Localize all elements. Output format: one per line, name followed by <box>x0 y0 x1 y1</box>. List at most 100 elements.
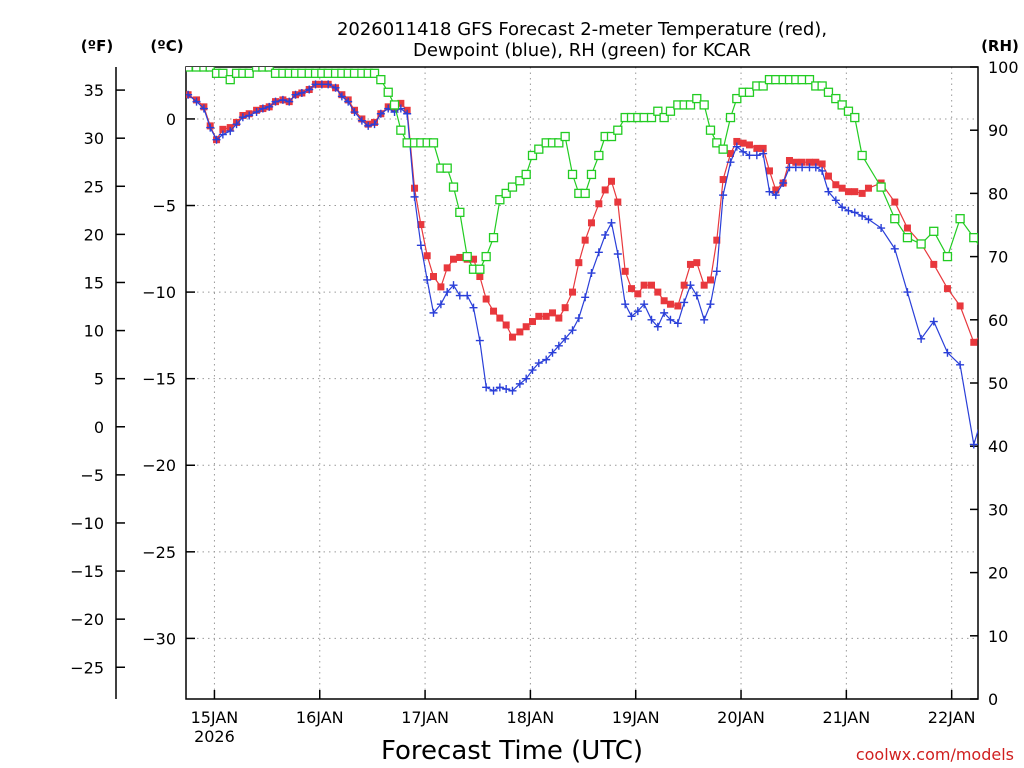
x-axis-label: Forecast Time (UTC) <box>381 736 643 766</box>
dewpoint-point <box>943 348 952 357</box>
temperature-point <box>549 309 557 317</box>
dewpoint-point <box>877 224 886 233</box>
rh-point <box>462 251 472 262</box>
temperature-point <box>844 188 852 196</box>
rh-point <box>969 232 978 243</box>
dewpoint-point <box>522 374 531 383</box>
rh-point <box>665 106 676 116</box>
rh-point <box>199 67 209 72</box>
rh-point <box>244 68 254 78</box>
rh-point <box>586 169 597 180</box>
rh-point <box>837 100 847 110</box>
temperature-point <box>561 304 569 312</box>
rh-point <box>501 188 511 199</box>
temperature-point <box>891 198 899 206</box>
dewpoint-point <box>238 113 247 122</box>
dewpoint-point <box>502 385 511 394</box>
dewpoint-point <box>969 440 978 449</box>
fahrenheit-tick-label: −10 <box>70 514 104 533</box>
temperature-point <box>700 281 708 289</box>
fahrenheit-tick-label: −20 <box>70 610 104 629</box>
temperature-point <box>648 281 656 289</box>
temperature-point <box>397 99 405 107</box>
dewpoint-point <box>759 149 768 158</box>
dewpoint-point <box>245 111 254 120</box>
celsius-tick-label: −15 <box>142 370 176 389</box>
dewpoint-point <box>700 315 709 324</box>
rh-point <box>613 125 623 135</box>
rh-point <box>580 188 590 199</box>
dewpoint-point <box>798 163 807 172</box>
temperature-point <box>587 219 595 227</box>
dewpoint-point <box>285 97 294 106</box>
dewpoint-point <box>660 308 669 317</box>
dewpoint-point <box>508 386 517 395</box>
temperature-point <box>805 158 813 166</box>
temperature-point <box>490 307 498 315</box>
dewpoint-point <box>403 109 412 118</box>
dewpoint-point <box>653 322 662 331</box>
plot-frame <box>185 66 979 700</box>
dewpoint-point <box>858 211 867 220</box>
rh-point <box>521 169 531 180</box>
temperature-point <box>456 253 464 261</box>
celsius-tick-label: −10 <box>142 283 176 302</box>
temperature-point <box>812 158 820 166</box>
rh-point <box>929 226 939 236</box>
rh-point <box>251 67 262 72</box>
rh-point <box>718 144 728 154</box>
temperature-point <box>628 285 635 293</box>
dewpoint-point <box>824 187 833 196</box>
dewpoint-point <box>218 130 227 139</box>
time-tick-label: 15JAN <box>191 708 239 727</box>
rh-point <box>705 125 716 135</box>
dewpoint-point <box>726 158 735 167</box>
celsius-tick-label: −30 <box>142 629 176 648</box>
dewpoint-point <box>811 163 820 172</box>
rh-point <box>817 81 827 91</box>
dewpoint-point <box>771 191 780 200</box>
dewpoint-point <box>226 127 235 136</box>
dewpoint-point <box>607 218 616 227</box>
dewpoint-point <box>647 315 656 324</box>
temperature-point <box>660 297 668 305</box>
temperature-point <box>772 186 780 194</box>
rh-point <box>758 81 768 91</box>
temperature-point <box>739 139 747 147</box>
temperature-point <box>693 259 701 267</box>
rh-tick-label: 90 <box>988 121 1008 140</box>
chart-title-line-2: Dewpoint (blue), RH (green) for KCAR <box>413 40 751 61</box>
temperature-point <box>470 255 478 263</box>
dewpoint-point <box>463 291 472 300</box>
time-tick-label: 21JAN <box>822 708 870 727</box>
dewpoint-point <box>686 281 695 290</box>
dewpoint-point <box>297 88 306 97</box>
dewpoint-point <box>206 123 215 132</box>
rh-point <box>258 67 268 72</box>
temperature-point <box>818 160 826 168</box>
time-tick-label: 18JAN <box>507 708 555 727</box>
fahrenheit-tick-label: 15 <box>84 273 104 292</box>
temperature-point <box>529 318 536 326</box>
dewpoint-point <box>1009 492 1017 500</box>
temperature-point <box>785 157 793 165</box>
dewpoint-point <box>416 241 425 250</box>
temperature-point <box>792 158 800 166</box>
dewpoint-point <box>666 315 675 324</box>
rh-point <box>448 182 459 192</box>
time-tick-label: 19JAN <box>612 708 660 727</box>
rh-point <box>507 182 518 192</box>
fahrenheit-unit-label: (ºF) <box>81 37 113 55</box>
rh-tick-label: 0 <box>988 690 998 709</box>
dewpoint-point <box>890 244 899 253</box>
rh-point <box>442 163 452 173</box>
dewpoint-point <box>186 90 193 99</box>
rh-point <box>205 67 215 72</box>
dewpoint-point <box>864 215 873 224</box>
rh-point <box>396 125 406 135</box>
temperature-point <box>417 221 425 229</box>
rh-point <box>389 100 400 110</box>
rh-point <box>527 150 538 161</box>
celsius-tick-label: −20 <box>142 456 176 475</box>
dewpoint-point <box>627 312 636 321</box>
